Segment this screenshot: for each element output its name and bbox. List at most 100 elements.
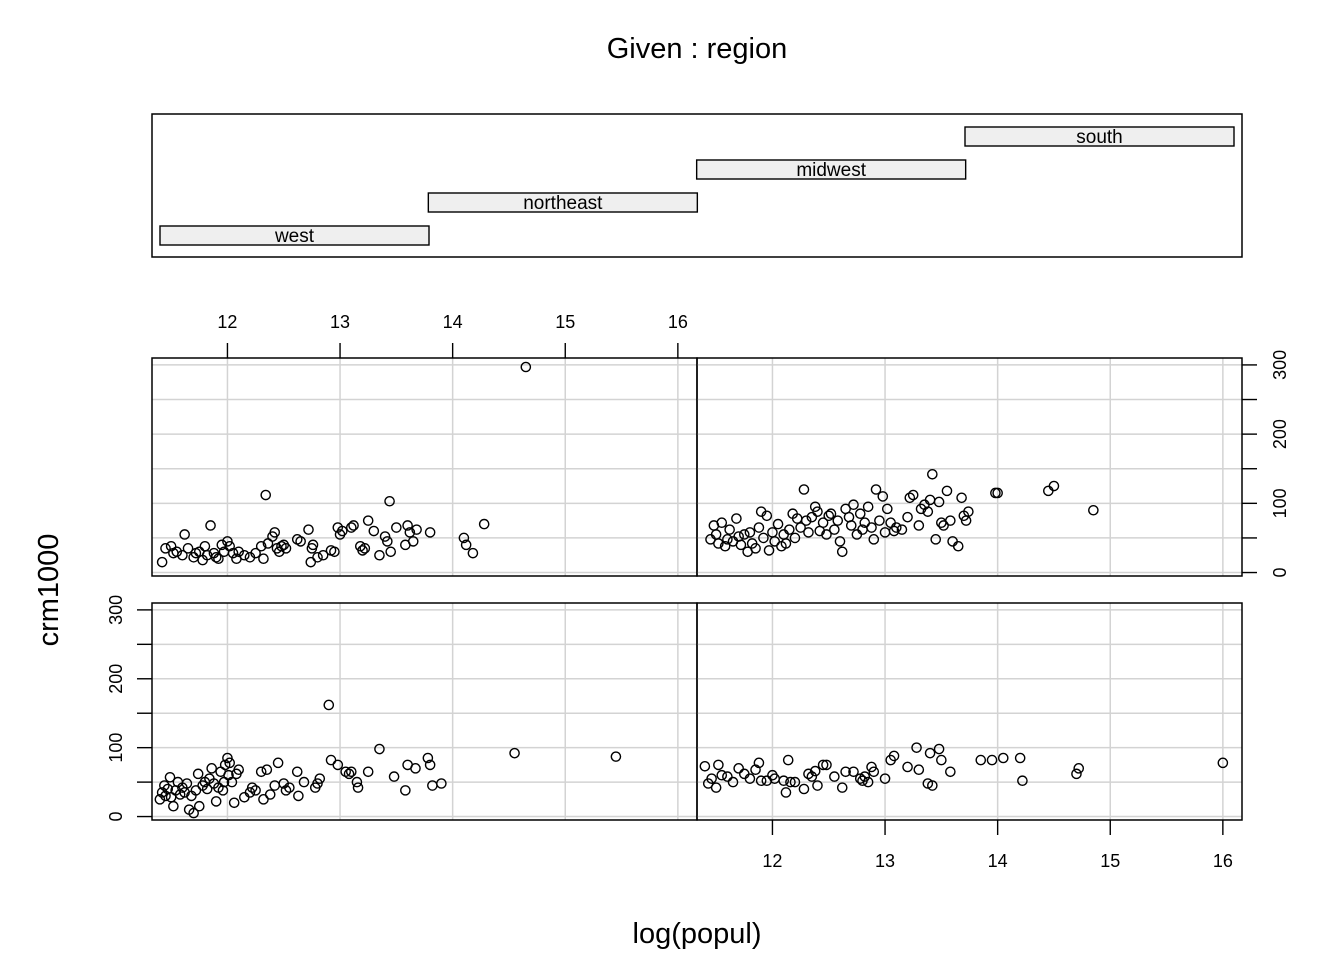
data-point [719, 540, 731, 552]
data-point [255, 540, 267, 552]
data-point [798, 484, 810, 495]
data-point [904, 492, 916, 504]
data-point [874, 515, 885, 526]
y-tick-label-right: 300 [1270, 350, 1290, 380]
data-point [165, 791, 177, 803]
data-point [362, 515, 374, 526]
data-point [222, 536, 233, 547]
data-point [753, 757, 765, 769]
data-point [346, 522, 357, 533]
data-point [859, 517, 871, 529]
data-point [351, 776, 363, 788]
data-point [975, 754, 987, 766]
data-point [303, 524, 314, 535]
x-tick-label-bottom: 13 [875, 851, 895, 871]
y-tick-label-left: 0 [106, 812, 126, 822]
y-tick-label-left: 100 [106, 733, 126, 763]
y-axis-title: crm1000 [33, 534, 65, 647]
given-label-midwest: midwest [796, 160, 866, 181]
data-point [156, 787, 168, 798]
data-point [963, 506, 974, 517]
data-point [246, 782, 258, 793]
data-point [803, 768, 814, 780]
data-point [840, 766, 851, 778]
data-point [780, 538, 792, 549]
data-point [258, 794, 269, 805]
panel-midwest [151, 357, 698, 577]
data-point [216, 539, 228, 551]
data-point [930, 534, 942, 545]
data-point [391, 522, 402, 533]
data-point [424, 527, 436, 538]
data-point [436, 778, 447, 789]
y-tick-label-right: 0 [1270, 568, 1290, 578]
data-point [192, 768, 204, 780]
data-point [317, 549, 329, 561]
data-point [348, 520, 359, 531]
data-point [836, 782, 848, 793]
data-point [854, 508, 866, 520]
data-point [750, 543, 761, 554]
data-point [228, 797, 240, 809]
data-point [233, 546, 245, 558]
data-point [223, 769, 234, 781]
data-point [821, 759, 832, 771]
data-point [902, 511, 913, 523]
data-point [761, 510, 773, 522]
data-point [1017, 775, 1028, 787]
data-point [881, 503, 893, 515]
scatter-panels [151, 357, 1243, 821]
x-tick-label-top: 15 [555, 312, 575, 332]
axes: 12 13 14 15 16 12 13 14 15 16 0 100 200 300 0 100 200 300 [106, 312, 1290, 871]
data-point [706, 773, 717, 784]
panel-south [696, 357, 1243, 577]
data-point [927, 780, 938, 791]
data-point [227, 547, 239, 559]
data-point [159, 780, 170, 791]
given-bar-midwest [695, 159, 967, 180]
given-label-west: west [274, 226, 315, 247]
data-point [385, 546, 397, 558]
data-point [870, 484, 882, 495]
data-point [713, 759, 724, 771]
data-point [210, 552, 222, 563]
given-bar-south [964, 126, 1235, 147]
data-point [859, 771, 871, 782]
data-point [213, 553, 224, 564]
data-point [224, 757, 235, 769]
data-point [312, 778, 323, 789]
x-tick-label-top: 14 [443, 312, 463, 332]
data-point [992, 487, 1003, 499]
data-point [731, 513, 742, 524]
data-point [1073, 763, 1085, 774]
data-point [933, 743, 945, 755]
data-point [171, 546, 183, 558]
data-point [177, 549, 188, 561]
panel-west [151, 602, 698, 821]
data-point [284, 782, 295, 793]
data-point [233, 764, 245, 776]
data-point [226, 776, 238, 788]
data-point [922, 506, 934, 517]
panel-northeast [696, 602, 1243, 821]
data-point [179, 529, 190, 540]
data-point [458, 532, 470, 544]
given-frame [151, 113, 1243, 258]
data-point [724, 524, 735, 535]
data-point [716, 769, 728, 781]
data-point [325, 754, 337, 766]
data-point [181, 778, 193, 789]
data-point [239, 791, 250, 803]
data-point [368, 525, 380, 537]
x-tick-label-top: 12 [217, 312, 237, 332]
data-point [778, 775, 790, 787]
data-point [809, 501, 821, 513]
data-point [845, 520, 857, 531]
data-point [911, 742, 922, 753]
data-point [758, 532, 769, 544]
data-point [772, 518, 784, 530]
data-point [374, 549, 385, 561]
data-point [160, 790, 171, 802]
data-point [782, 754, 794, 766]
data-point [205, 520, 216, 531]
